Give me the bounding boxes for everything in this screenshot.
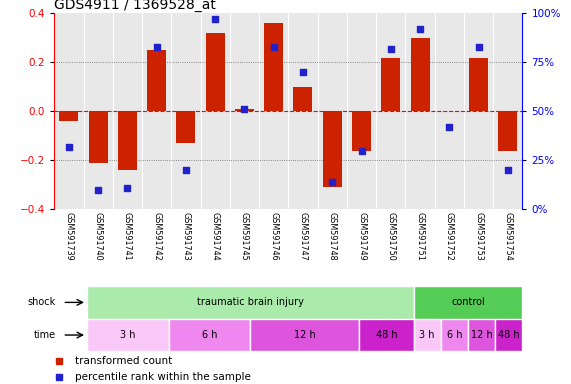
- Point: [328, 179, 337, 185]
- Bar: [413, 319, 441, 351]
- Text: GSM591748: GSM591748: [328, 212, 337, 260]
- Text: 3 h: 3 h: [120, 330, 135, 340]
- Text: 12 h: 12 h: [294, 330, 316, 340]
- Bar: [147, 50, 166, 111]
- Text: 12 h: 12 h: [471, 330, 493, 340]
- Bar: [235, 109, 254, 111]
- Text: control: control: [451, 297, 485, 308]
- Text: GSM591750: GSM591750: [386, 212, 395, 260]
- Text: GSM591746: GSM591746: [269, 212, 278, 260]
- Bar: [411, 38, 429, 111]
- Text: GSM591740: GSM591740: [94, 212, 103, 260]
- Text: transformed count: transformed count: [75, 356, 172, 366]
- Text: GSM591749: GSM591749: [357, 212, 366, 260]
- Point: [152, 44, 161, 50]
- Point: [416, 26, 425, 32]
- Bar: [250, 319, 359, 351]
- Bar: [441, 319, 468, 351]
- Text: GSM591741: GSM591741: [123, 212, 132, 260]
- Bar: [413, 286, 522, 319]
- Bar: [323, 111, 342, 187]
- Point: [503, 167, 512, 173]
- Point: [182, 167, 191, 173]
- Text: GSM591751: GSM591751: [416, 212, 425, 260]
- Point: [211, 16, 220, 22]
- Text: GDS4911 / 1369528_at: GDS4911 / 1369528_at: [54, 0, 216, 12]
- Point: [474, 44, 483, 50]
- Bar: [89, 111, 108, 163]
- Text: traumatic brain injury: traumatic brain injury: [197, 297, 304, 308]
- Bar: [498, 111, 517, 151]
- Point: [240, 106, 249, 113]
- Text: time: time: [34, 330, 55, 340]
- Bar: [118, 111, 137, 170]
- Bar: [293, 87, 312, 111]
- Bar: [352, 111, 371, 151]
- Text: 3 h: 3 h: [420, 330, 435, 340]
- Bar: [176, 111, 195, 143]
- Text: GSM591747: GSM591747: [299, 212, 308, 260]
- Bar: [87, 319, 168, 351]
- Bar: [87, 286, 413, 319]
- Point: [269, 44, 278, 50]
- Bar: [168, 319, 250, 351]
- Text: GSM591753: GSM591753: [474, 212, 483, 260]
- Text: percentile rank within the sample: percentile rank within the sample: [75, 372, 251, 382]
- Text: GSM591745: GSM591745: [240, 212, 249, 260]
- Point: [65, 144, 74, 150]
- Point: [386, 46, 395, 52]
- Bar: [206, 33, 225, 111]
- Text: 48 h: 48 h: [498, 330, 520, 340]
- Point: [357, 147, 366, 154]
- Point: [123, 185, 132, 191]
- Point: [445, 124, 454, 130]
- Text: GSM591752: GSM591752: [445, 212, 454, 260]
- Text: shock: shock: [27, 297, 55, 308]
- Bar: [264, 23, 283, 111]
- Bar: [495, 319, 522, 351]
- Text: 6 h: 6 h: [202, 330, 217, 340]
- Bar: [59, 111, 78, 121]
- Text: 6 h: 6 h: [447, 330, 462, 340]
- Text: GSM591742: GSM591742: [152, 212, 161, 260]
- Text: GSM591754: GSM591754: [503, 212, 512, 260]
- Bar: [469, 58, 488, 111]
- Text: GSM591739: GSM591739: [65, 212, 74, 260]
- Bar: [381, 58, 400, 111]
- Bar: [359, 319, 413, 351]
- Text: GSM591743: GSM591743: [182, 212, 191, 260]
- Bar: [468, 319, 495, 351]
- Text: 48 h: 48 h: [376, 330, 397, 340]
- Point: [94, 187, 103, 193]
- Point: [299, 69, 308, 75]
- Text: GSM591744: GSM591744: [211, 212, 220, 260]
